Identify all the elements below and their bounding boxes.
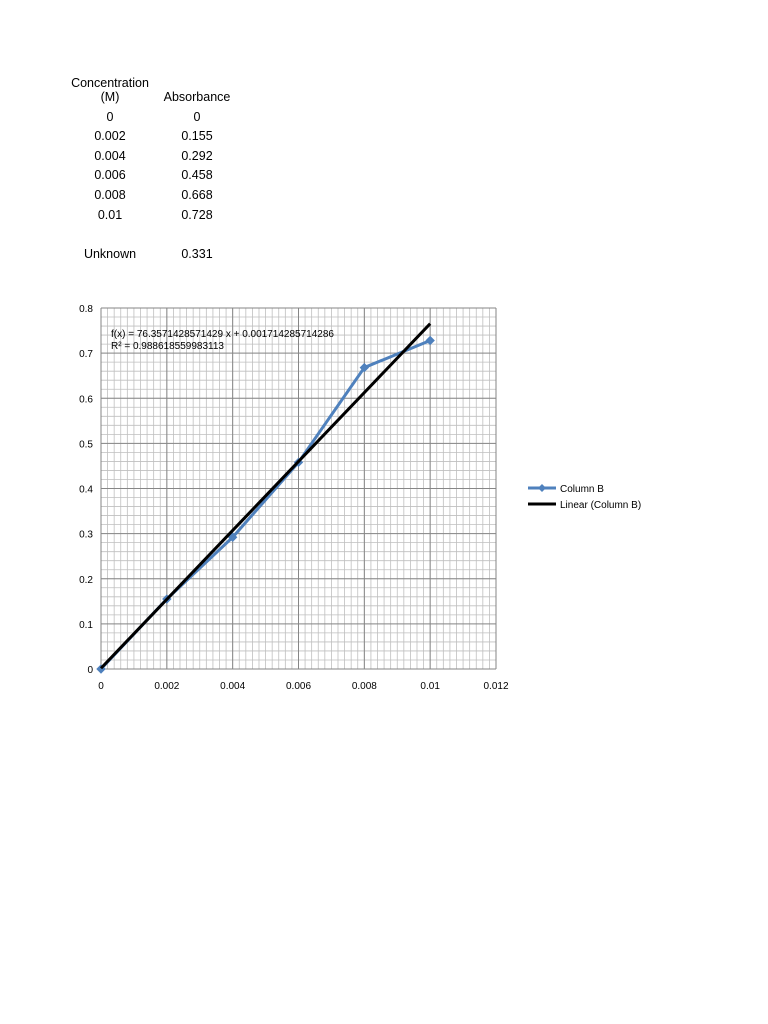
concentration-cell: 0.008 — [94, 187, 126, 202]
legend-label-column-b: Column B — [560, 484, 604, 495]
concentration-cell: 0.002 — [94, 129, 126, 144]
x-tick-label: 0.008 — [352, 681, 377, 692]
x-tick-label: 0.012 — [483, 681, 508, 692]
unknown-label: Unknown — [83, 246, 137, 261]
trendline — [99, 322, 432, 670]
concentration-cell: 0 — [106, 109, 114, 124]
y-tick-label: 0.5 — [79, 439, 93, 450]
table-row: 0.002 0.155 — [62, 124, 236, 144]
r-squared-label: R² = 0.988618559983113 — [111, 341, 224, 352]
data-point — [425, 335, 435, 346]
legend-label-linear: Linear (Column B) — [560, 500, 641, 511]
x-tick-label: 0.002 — [154, 681, 179, 692]
absorbance-cell: 0.155 — [181, 129, 213, 144]
y-tick-label: 0.4 — [79, 485, 93, 496]
unknown-row: Unknown 0.331 — [62, 241, 236, 261]
table-row: 0.008 0.668 — [62, 182, 236, 202]
data-point — [359, 362, 370, 373]
y-tick-label: 0.6 — [79, 394, 93, 405]
table-row: 0.01 0.728 — [62, 202, 236, 222]
data-table: Concentration (M) Absorbance 0 0 0.002 0… — [62, 76, 236, 261]
legend-marker-column-b — [538, 484, 546, 492]
x-tick-label: 0 — [98, 681, 104, 692]
y-tick-label: 0.7 — [79, 349, 93, 360]
table-spacer-row — [62, 222, 236, 242]
concentration-cell: 0.004 — [94, 148, 126, 163]
table-row: 0 0 — [62, 104, 236, 124]
unknown-value: 0.331 — [181, 246, 213, 261]
concentration-cell: 0.006 — [94, 168, 126, 183]
absorbance-cell: 0.458 — [181, 168, 213, 183]
absorbance-cell: 0.728 — [181, 207, 213, 222]
chart-svg: 0 0.002 0.004 0.006 0.008 0.01 0.012 0 0.1 0.2 0.3… — [79, 304, 641, 692]
table-row: 0.004 0.292 — [62, 143, 236, 163]
y-tick-label: 0.3 — [79, 530, 93, 541]
y-tick-label: 0 — [87, 665, 93, 676]
concentration-header: Concentration (M) — [71, 76, 149, 104]
data-point — [227, 532, 238, 542]
concentration-cell: 0.01 — [97, 207, 123, 222]
table-header-row: Concentration (M) Absorbance — [62, 76, 236, 104]
absorbance-cell: 0.668 — [181, 187, 213, 202]
y-tick-label: 0.2 — [79, 575, 93, 586]
absorbance-cell: 0.292 — [181, 148, 213, 163]
table-row: 0.006 0.458 — [62, 163, 236, 183]
x-tick-label: 0.01 — [420, 681, 440, 692]
y-tick-label: 0.1 — [79, 620, 93, 631]
absorbance-header: Absorbance — [163, 90, 231, 104]
absorbance-cell: 0 — [193, 109, 201, 124]
y-tick-label: 0.8 — [79, 304, 93, 315]
x-tick-label: 0.004 — [220, 681, 245, 692]
x-tick-label: 0.006 — [286, 681, 311, 692]
chart: 0 0.002 0.004 0.006 0.008 0.01 0.012 0 0.1 0.2 0.3… — [0, 290, 768, 710]
trendline-equation: f(x) = 76.3571428571429 x + 0.0017142857… — [111, 329, 334, 340]
